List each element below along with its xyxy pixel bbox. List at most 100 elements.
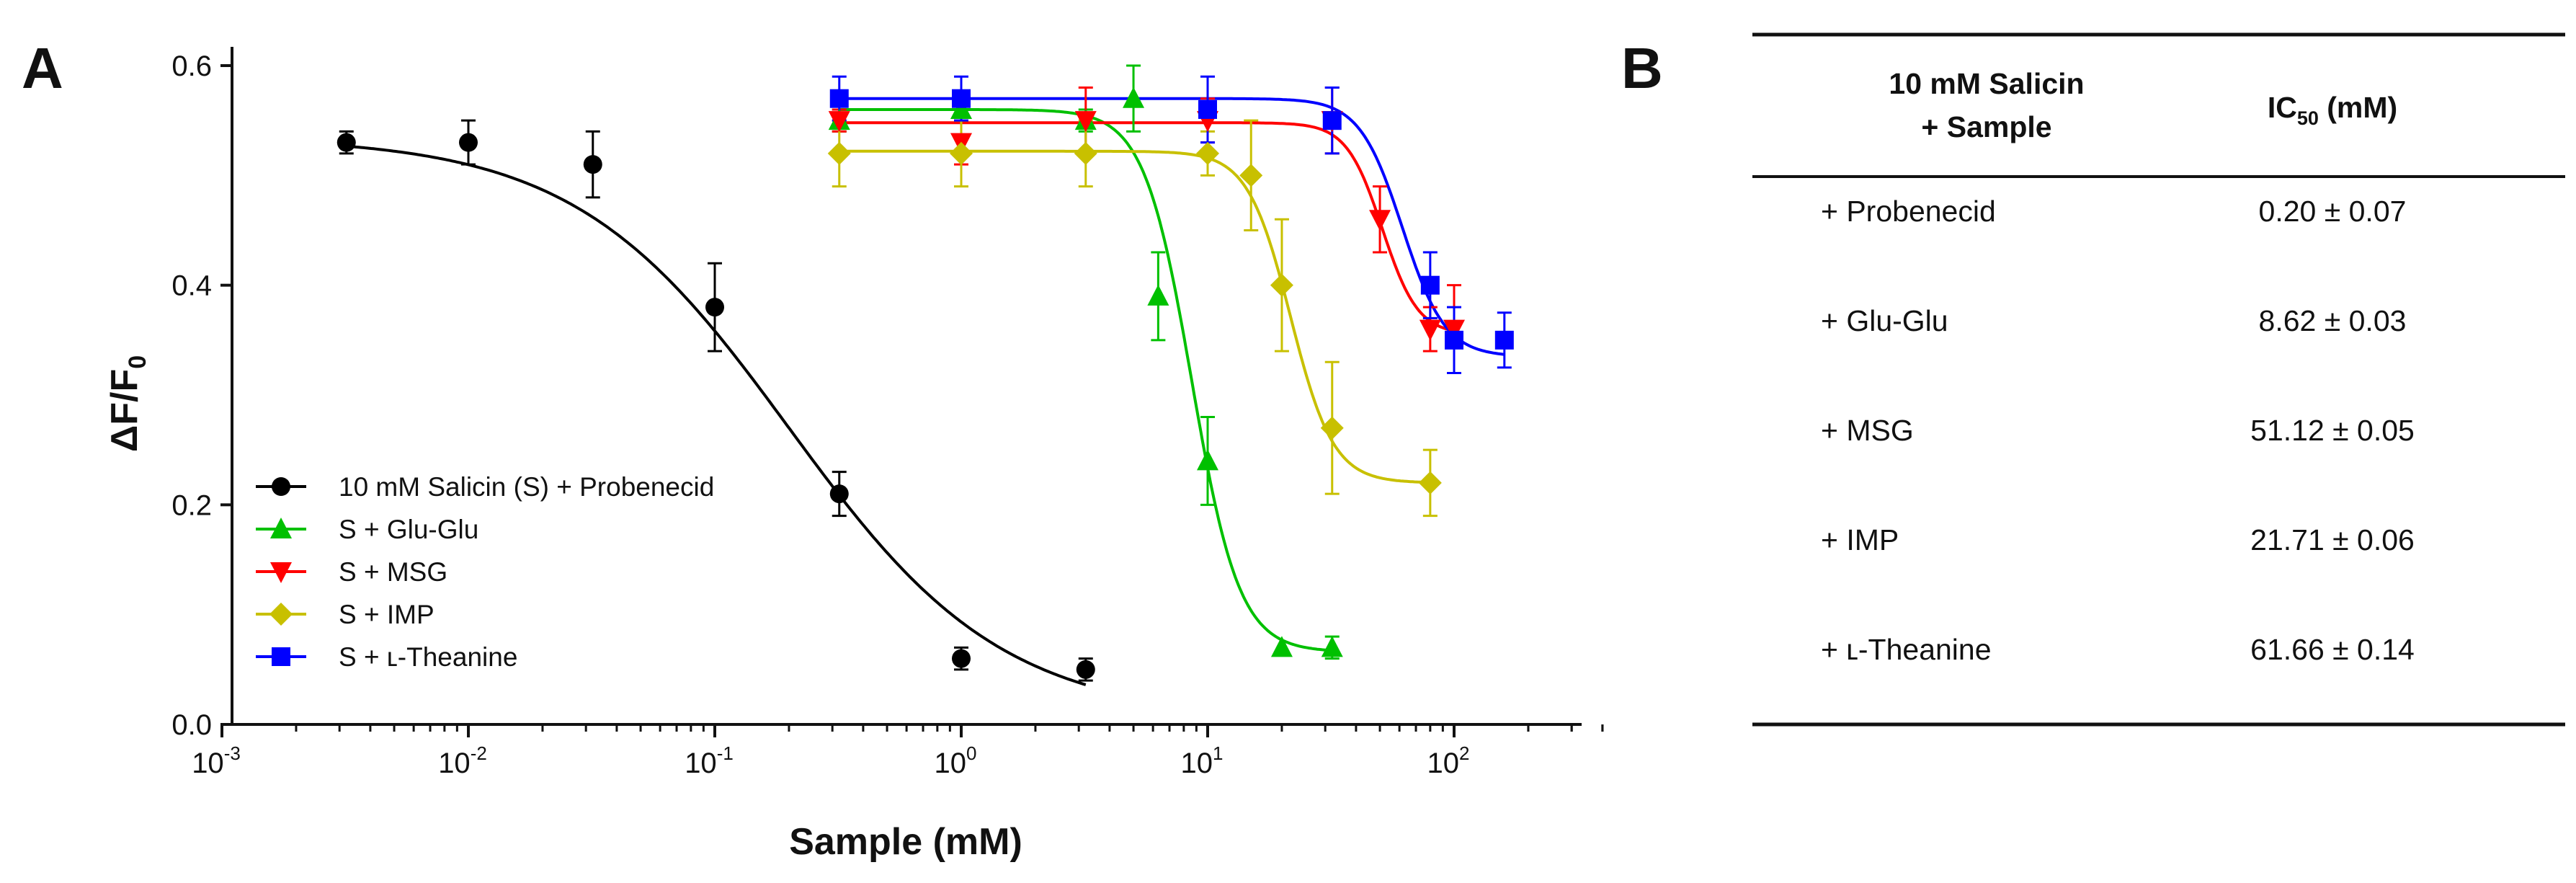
y-tick-label: 0.0	[171, 709, 212, 741]
series-0-point	[337, 133, 356, 152]
table-header-ic50-sub: 50	[2297, 107, 2319, 129]
series-1-point	[950, 97, 972, 119]
table-cell-sample: + ʟ-Theanine	[1821, 633, 1992, 666]
series-2-fit-curve	[839, 121, 1455, 333]
series-4-point	[829, 89, 849, 108]
x-tick-label: 10-1	[685, 742, 734, 779]
legend-marker	[270, 562, 292, 583]
legend-marker	[272, 647, 290, 666]
series-1-point	[1147, 284, 1169, 306]
x-ticks: 10-3 10-2 10-1 100 101 102	[192, 724, 1604, 779]
y-axis-title-main: ΔF/F	[104, 369, 146, 452]
x-tick-base: 10	[1181, 747, 1213, 779]
panel-b-label: B	[1621, 36, 1663, 100]
x-axis-title: Sample (mM)	[789, 821, 1022, 863]
series-0-fit-curve	[346, 144, 1087, 686]
series-0-point	[952, 649, 971, 668]
series-3-point	[950, 141, 973, 165]
series-0-point	[583, 155, 602, 174]
x-tick-base: 10	[1427, 747, 1460, 779]
data-points	[337, 86, 1514, 679]
series-4-point	[1420, 275, 1440, 295]
x-tick-exponent: -2	[471, 742, 487, 764]
legend-marker	[270, 518, 292, 538]
y-axis-title-sub: 0	[124, 355, 151, 369]
legend-entry: S + IMP	[339, 600, 434, 629]
legend-entry: 10 mM Salicin (S) + Probenecid	[339, 472, 714, 502]
legend-entry: S + Glu-Glu	[339, 515, 478, 544]
x-tick-exponent: 2	[1459, 742, 1469, 764]
x-tick-label: 102	[1427, 742, 1470, 779]
series-2-point	[1443, 319, 1465, 341]
series-3-point	[1270, 273, 1293, 297]
series-3-point	[1239, 164, 1263, 187]
series-4-point	[1322, 111, 1342, 130]
table-header-sample-line1: 10 mM Salicin	[1889, 67, 2084, 100]
series-4-point	[952, 89, 971, 108]
y-axis-title: ΔF/F0	[104, 355, 151, 452]
x-tick-base: 10	[438, 747, 471, 779]
x-tick-base: 10	[685, 747, 717, 779]
series-3-point	[1418, 471, 1442, 494]
table-header-ic50: IC50 (mM)	[2268, 91, 2397, 129]
x-tick-label: 100	[935, 742, 977, 779]
x-tick-label: 10-3	[192, 742, 241, 779]
legend-marker	[269, 603, 293, 626]
table-cell-ic50: 0.20 ± 0.07	[2259, 195, 2407, 228]
series-3-point	[1196, 141, 1219, 165]
table-cell-sample: + MSG	[1821, 414, 1914, 447]
table-cell-sample: + Glu-Glu	[1821, 304, 1948, 337]
x-tick-base: 10	[192, 747, 224, 779]
table-header-ic50-main: IC	[2268, 91, 2297, 124]
table-cell-ic50: 21.71 ± 0.06	[2250, 523, 2415, 556]
ic50-table: 10 mM Salicin + Sample IC50 (mM) + Probe…	[1752, 32, 2565, 727]
panel-a-label: A	[22, 36, 63, 100]
table-rows: + Probenecid 0.20 ± 0.07 + Glu-Glu 8.62 ± 0…	[1821, 195, 2415, 666]
dose-response-chart: 0.00.20.40.6 10-3 10-2 10-1 100 101 102 ΔF/F0…	[104, 47, 1604, 863]
x-tick-base: 10	[935, 747, 967, 779]
series-4-point	[1445, 330, 1463, 350]
x-tick-label: 101	[1181, 742, 1224, 779]
series-3-fit-curve	[839, 149, 1430, 484]
series-0-point	[1076, 660, 1095, 679]
x-tick-exponent: -1	[717, 742, 734, 764]
table-cell-sample: + IMP	[1821, 523, 1899, 556]
series-1-point	[1123, 86, 1145, 108]
series-0-point	[459, 133, 478, 152]
legend-entry: S + MSG	[339, 557, 447, 587]
series-2-point	[1419, 319, 1441, 341]
series-0-point	[705, 298, 724, 317]
x-tick-exponent: 1	[1213, 742, 1223, 764]
series-3-point	[1320, 416, 1344, 440]
series-0-point	[829, 484, 849, 504]
series-2-point	[828, 111, 850, 133]
y-tick-label: 0.2	[171, 489, 212, 521]
x-tick-exponent: 0	[966, 742, 976, 764]
table-cell-sample: + Probenecid	[1821, 195, 1996, 228]
table-cell-ic50: 51.12 ± 0.05	[2250, 414, 2415, 447]
y-ticks: 0.0 0.2 0.4 0.6	[171, 50, 232, 741]
legend-entry: S + ʟ-Theanine	[339, 642, 517, 672]
series-1-point	[1197, 449, 1218, 471]
table-header-ic50-rest: (mM)	[2319, 91, 2397, 124]
series-3-point	[827, 141, 851, 165]
table-cell-ic50: 8.62 ± 0.03	[2259, 304, 2407, 337]
x-tick-exponent: -3	[224, 742, 241, 764]
series-2-point	[1074, 111, 1097, 133]
series-3-point	[1074, 141, 1097, 165]
fit-curves	[346, 97, 1505, 686]
legend-marker	[272, 477, 290, 496]
series-4-point	[1494, 330, 1514, 350]
table-cell-ic50: 61.66 ± 0.14	[2250, 633, 2415, 666]
y-tick-label: 0.6	[171, 50, 212, 82]
series-1-point	[1321, 636, 1343, 657]
series-4-point	[1198, 99, 1217, 119]
series-4-fit-curve	[839, 97, 1505, 356]
series-1-point	[1270, 636, 1293, 657]
table-header-sample-line2: + Sample	[1921, 110, 2051, 143]
error-bars	[339, 64, 1512, 682]
legend: 10 mM Salicin (S) + Probenecid S + Glu-Gl…	[256, 472, 714, 672]
series-2-point	[1369, 210, 1391, 231]
x-tick-label: 10-2	[438, 742, 487, 779]
